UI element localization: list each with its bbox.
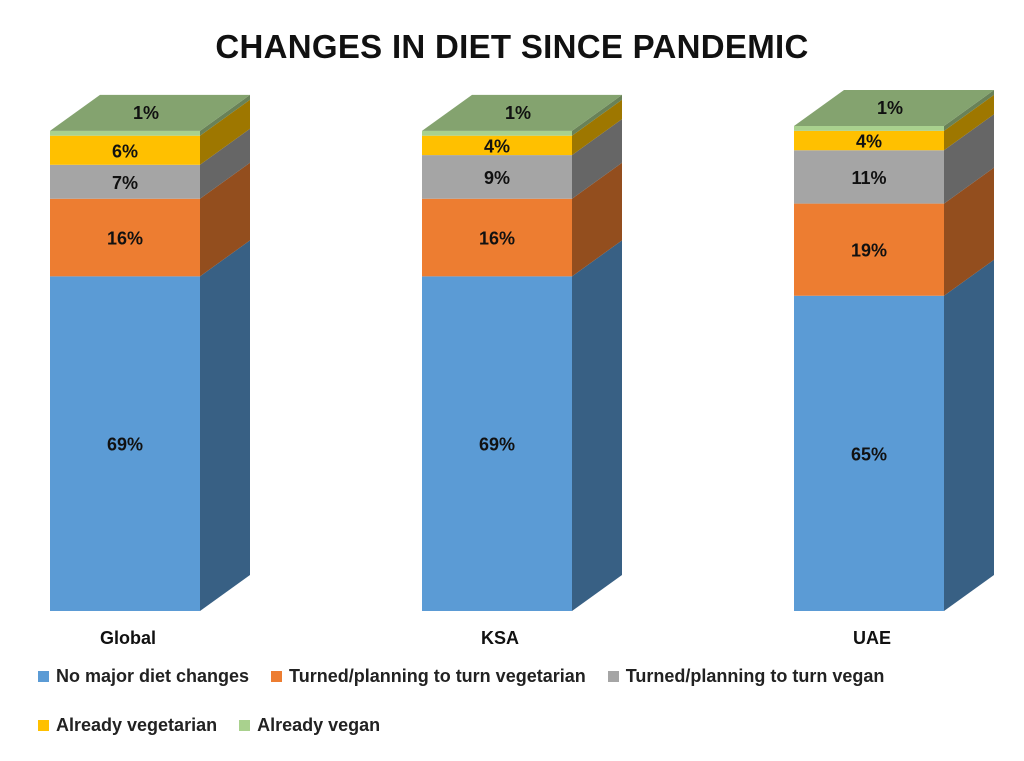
bar-top-uae — [794, 90, 994, 126]
legend-swatch — [38, 671, 49, 682]
legend-item-no-major-diet-changes: No major diet changes — [38, 666, 249, 687]
bar-segment-uae-turned-planning-to-turn-vegetarian — [794, 203, 944, 296]
bar-top-ksa — [422, 94, 622, 131]
data-label-global-already-vegan: 1% — [133, 103, 159, 123]
bar-side-uae-turned-planning-to-turn-vegetarian — [944, 167, 994, 296]
legend-label: Turned/planning to turn vegetarian — [289, 666, 586, 686]
bar-side-global-turned-planning-to-turn-vegan — [200, 128, 250, 199]
data-label-uae-already-vegetarian: 4% — [856, 132, 882, 152]
data-label-global-no-major-diet-changes: 69% — [107, 435, 143, 455]
legend-label: No major diet changes — [56, 666, 250, 686]
bar-segment-uae-no-major-diet-changes — [794, 295, 944, 611]
legend-label: Already vegetarian — [56, 715, 218, 735]
bar-segment-uae-already-vegetarian — [794, 130, 944, 151]
bar-top-global — [50, 94, 250, 131]
bar-side-uae-already-vegan — [944, 90, 994, 131]
bar-segment-ksa-turned-planning-to-turn-vegan — [422, 155, 572, 199]
bar-side-global-no-major-diet-changes — [200, 240, 250, 611]
data-label-ksa-no-major-diet-changes: 69% — [479, 435, 515, 455]
bar-side-global-already-vegan — [200, 94, 250, 136]
category-label-uae: UAE — [853, 628, 891, 648]
bar-segment-uae-already-vegan — [794, 126, 944, 131]
legend-item-already-vegetarian: Already vegetarian — [38, 715, 217, 736]
legend-swatch — [271, 671, 283, 682]
bar-side-uae-already-vegetarian — [944, 94, 994, 151]
bar-side-global-already-vegetarian — [200, 99, 250, 165]
legend-label: Turned/planning to turn vegan — [625, 666, 885, 686]
data-label-global-turned-planning-to-turn-vegetarian: 16% — [107, 229, 143, 249]
bar-segment-global-no-major-diet-changes — [50, 276, 200, 611]
bar-segment-global-turned-planning-to-turn-vegetarian — [50, 198, 200, 277]
bar-segment-ksa-turned-planning-to-turn-vegetarian — [422, 198, 572, 277]
data-label-uae-turned-planning-to-turn-vegetarian: 19% — [851, 241, 887, 261]
data-label-uae-no-major-diet-changes: 65% — [851, 444, 887, 464]
data-label-uae-turned-planning-to-turn-vegan: 11% — [851, 168, 886, 188]
bar-side-ksa-already-vegan — [572, 94, 622, 136]
legend-label: Already vegan — [257, 715, 381, 735]
category-label-global: Global — [100, 628, 156, 648]
data-label-global-already-vegetarian: 6% — [112, 141, 138, 161]
bar-segment-global-already-vegetarian — [50, 135, 200, 165]
category-label-ksa: KSA — [481, 628, 519, 648]
stacked-bar-chart: 69% 16% 7% 6% 1% Global 69% 16% 9% 4% 1% KSA 65% 19% 1… — [50, 90, 994, 648]
legend-swatch — [38, 720, 49, 731]
data-label-uae-already-vegan: 1% — [877, 98, 903, 118]
bar-side-ksa-no-major-diet-changes — [572, 240, 622, 611]
bar-segment-ksa-no-major-diet-changes — [422, 276, 572, 611]
bar-segment-global-already-vegan — [50, 130, 200, 136]
legend-swatch — [239, 720, 251, 731]
legend-item-turned-planning-to-turn-vegan: Turned/planning to turn vegan — [607, 666, 885, 687]
bar-side-ksa-turned-planning-to-turn-vegetarian — [572, 162, 622, 277]
chart-title: CHANGES IN DIET SINCE PANDEMIC — [215, 28, 809, 65]
data-label-ksa-already-vegetarian: 4% — [484, 136, 510, 156]
legend-item-turned-planning-to-turn-vegetarian: Turned/planning to turn vegetarian — [271, 666, 586, 687]
bar-side-ksa-turned-planning-to-turn-vegan — [572, 119, 622, 199]
data-label-ksa-turned-planning-to-turn-vegetarian: 16% — [479, 229, 515, 249]
bar-segment-ksa-already-vegan — [422, 130, 572, 136]
chart-legend: No major diet changes Turned/planning to … — [38, 666, 1008, 736]
bar-segment-global-turned-planning-to-turn-vegan — [50, 164, 200, 199]
legend-item-already-vegan: Already vegan — [239, 715, 380, 736]
bar-side-uae-no-major-diet-changes — [944, 259, 994, 611]
legend-swatch — [607, 671, 619, 682]
bar-side-global-turned-planning-to-turn-vegetarian — [200, 162, 250, 277]
bar-side-ksa-already-vegetarian — [572, 99, 622, 156]
data-label-ksa-already-vegan: 1% — [505, 103, 531, 123]
bar-side-uae-turned-planning-to-turn-vegan — [944, 114, 994, 204]
data-label-ksa-turned-planning-to-turn-vegan: 9% — [484, 168, 510, 188]
bar-segment-uae-turned-planning-to-turn-vegan — [794, 150, 944, 204]
data-label-global-turned-planning-to-turn-vegan: 7% — [112, 173, 138, 193]
bar-segment-ksa-already-vegetarian — [422, 135, 572, 156]
